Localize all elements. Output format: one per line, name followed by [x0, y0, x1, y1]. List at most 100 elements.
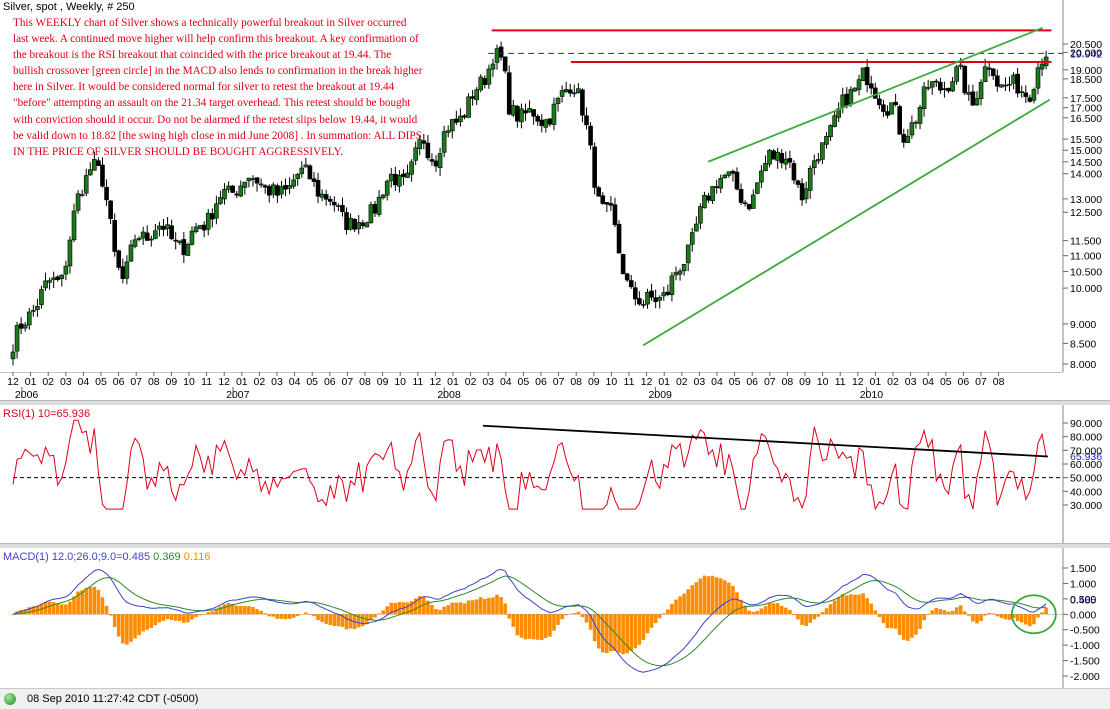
- price-chart[interactable]: 19.942 8.000 8.500 9.000 10.000 10.500 11.000…: [0, 0, 1110, 372]
- macd-ytick-label: -2.000: [1070, 671, 1100, 683]
- candle-body: [881, 104, 886, 112]
- macd-hist-bar: [1011, 614, 1016, 619]
- macd-hist-bar: [633, 614, 638, 649]
- month-label: 11: [201, 376, 212, 388]
- macd-ytick-label: 1.000: [1070, 578, 1096, 590]
- candle-body: [637, 298, 642, 305]
- candle-body: [376, 196, 382, 215]
- macd-current-box: [1065, 592, 1105, 607]
- candle-body: [523, 110, 528, 114]
- price-ytick-label: 16.500: [1070, 113, 1102, 125]
- candle-body: [848, 89, 854, 105]
- candle-body: [787, 158, 793, 163]
- macd-hist-bar: [836, 597, 841, 615]
- macd-hist-bar: [751, 611, 756, 615]
- macd-hist-bar: [877, 614, 882, 618]
- candle-body: [222, 188, 227, 200]
- macd-chart[interactable]: 0.485 -2.000 -1.500 -1.000 -0.500 0.000 0.500…: [0, 548, 1110, 688]
- macd-hist-bar: [682, 593, 686, 615]
- macd-hist-bar: [255, 608, 259, 615]
- macd-panel[interactable]: 0.485 -2.000 -1.500 -1.000 -0.500 0.000 0.500…: [0, 548, 1110, 688]
- candle-body: [539, 119, 545, 126]
- candle-body: [592, 146, 597, 188]
- crossover-highlight-circle: [1010, 594, 1057, 635]
- candle-body: [820, 142, 825, 160]
- macd-hist-bar: [422, 596, 426, 615]
- candle-body: [510, 105, 516, 116]
- macd-ytick-label: -1.500: [1070, 656, 1100, 668]
- macd-label-value: 0.485: [122, 551, 151, 563]
- candle-body: [763, 163, 768, 171]
- candle-body: [380, 194, 386, 199]
- price-panel[interactable]: 19.942 8.000 8.500 9.000 10.000 10.500 11.000…: [0, 0, 1110, 399]
- candle-body: [734, 171, 740, 190]
- candle-body: [384, 180, 390, 196]
- month-label: 04: [78, 376, 90, 388]
- candle-body: [803, 188, 809, 200]
- macd-hist-bar: [755, 610, 760, 615]
- candle-body: [527, 108, 532, 113]
- macd-hist-bar: [942, 610, 947, 615]
- macd-hist-bar: [491, 597, 495, 615]
- macd-hist-bar: [1032, 614, 1036, 625]
- macd-hist-bar: [462, 603, 467, 615]
- macd-hist-bar: [556, 614, 560, 625]
- macd-hist-bar: [946, 611, 951, 615]
- macd-hist-bar: [194, 614, 198, 618]
- candle-body: [807, 167, 813, 191]
- macd-hist-bar: [885, 614, 890, 629]
- candle-body: [283, 185, 288, 190]
- month-label: 08: [359, 376, 371, 388]
- candle-body: [661, 292, 667, 297]
- candle-body: [872, 87, 878, 99]
- macd-hist-bar: [747, 610, 751, 615]
- candle-body: [681, 264, 687, 272]
- macd-ytick-label: 1.500: [1070, 563, 1096, 575]
- candle-body: [307, 165, 313, 180]
- macd-hist-bar: [409, 601, 414, 615]
- candle-body: [689, 232, 695, 245]
- macd-hist-bar: [576, 611, 581, 615]
- macd-hist-bar: [478, 597, 483, 615]
- macd-hist-bar: [678, 596, 682, 615]
- candle-body: [596, 187, 602, 197]
- macd-hist-bar: [336, 614, 341, 627]
- candle-body: [547, 118, 553, 125]
- candle-body: [205, 212, 211, 230]
- macd-hist-bar: [552, 614, 556, 631]
- rsi-ytick-label: 50.000: [1070, 473, 1102, 485]
- macd-hist-bar: [503, 603, 507, 615]
- macd-hist-bar: [499, 596, 503, 615]
- rsi-label: RSI(1) 10=65.936: [3, 408, 91, 420]
- candle-body: [234, 193, 240, 196]
- month-label: 05: [95, 376, 107, 388]
- macd-signal-value: 0.369: [153, 551, 181, 563]
- macd-hist-bar: [926, 614, 930, 615]
- macd-hist-bar: [698, 578, 703, 615]
- candle-body: [600, 195, 606, 204]
- candle-body: [889, 102, 894, 115]
- macd-hist-bar: [901, 614, 906, 640]
- macd-hist-bar: [430, 604, 434, 615]
- candle-body: [323, 194, 329, 200]
- macd-hist-bar: [771, 603, 776, 615]
- month-label: 06: [958, 376, 970, 388]
- rsi-panel[interactable]: 65.936 30.000 40.000 50.000 60.000 70.000 80.…: [0, 405, 1110, 545]
- macd-hist-bar: [511, 614, 516, 627]
- rsi-line: [12, 419, 1047, 511]
- month-label: 01: [447, 376, 459, 388]
- macd-hist-bar: [340, 614, 345, 627]
- macd-hist-bar: [64, 604, 68, 615]
- macd-hist-bar: [845, 595, 849, 615]
- candle-body: [246, 177, 252, 182]
- macd-hist-bar: [775, 603, 780, 615]
- month-label: 06: [113, 376, 125, 388]
- candle-body: [999, 84, 1004, 88]
- macd-hist-bar: [564, 614, 568, 616]
- macd-hist-bar: [588, 614, 593, 630]
- candle-body: [844, 93, 850, 106]
- macd-hist-bar: [873, 610, 878, 615]
- month-label: 05: [306, 376, 318, 388]
- macd-hist-bar: [55, 603, 60, 615]
